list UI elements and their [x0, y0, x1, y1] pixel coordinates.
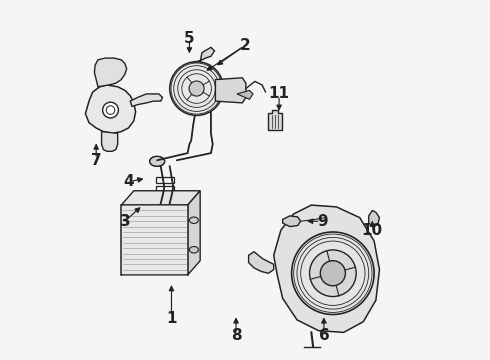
Text: 7: 7	[91, 153, 101, 168]
Ellipse shape	[149, 156, 165, 166]
Polygon shape	[237, 90, 253, 99]
Polygon shape	[269, 110, 282, 130]
Polygon shape	[193, 47, 215, 62]
Polygon shape	[188, 191, 200, 275]
Circle shape	[320, 261, 345, 286]
Polygon shape	[130, 94, 163, 107]
Ellipse shape	[190, 217, 198, 224]
Text: 3: 3	[120, 214, 130, 229]
Circle shape	[292, 232, 374, 315]
Polygon shape	[95, 58, 126, 87]
Polygon shape	[368, 211, 379, 226]
Text: 9: 9	[317, 214, 327, 229]
Polygon shape	[283, 216, 300, 226]
Ellipse shape	[190, 247, 198, 253]
Text: 8: 8	[231, 328, 242, 343]
Text: 10: 10	[362, 223, 383, 238]
Text: 4: 4	[123, 174, 134, 189]
Polygon shape	[85, 85, 136, 134]
Circle shape	[102, 102, 119, 118]
Circle shape	[310, 250, 356, 297]
Circle shape	[170, 62, 223, 116]
Polygon shape	[216, 78, 246, 103]
Polygon shape	[248, 252, 274, 273]
Bar	[122, 205, 188, 275]
Polygon shape	[122, 191, 200, 205]
Polygon shape	[274, 205, 379, 332]
Polygon shape	[101, 132, 118, 151]
Text: 1: 1	[166, 311, 177, 325]
Text: 11: 11	[269, 86, 290, 102]
Circle shape	[189, 81, 204, 96]
Bar	[156, 177, 174, 183]
Bar	[156, 186, 174, 192]
Text: 5: 5	[184, 31, 195, 46]
Text: 2: 2	[240, 38, 250, 53]
Text: 6: 6	[318, 328, 329, 343]
